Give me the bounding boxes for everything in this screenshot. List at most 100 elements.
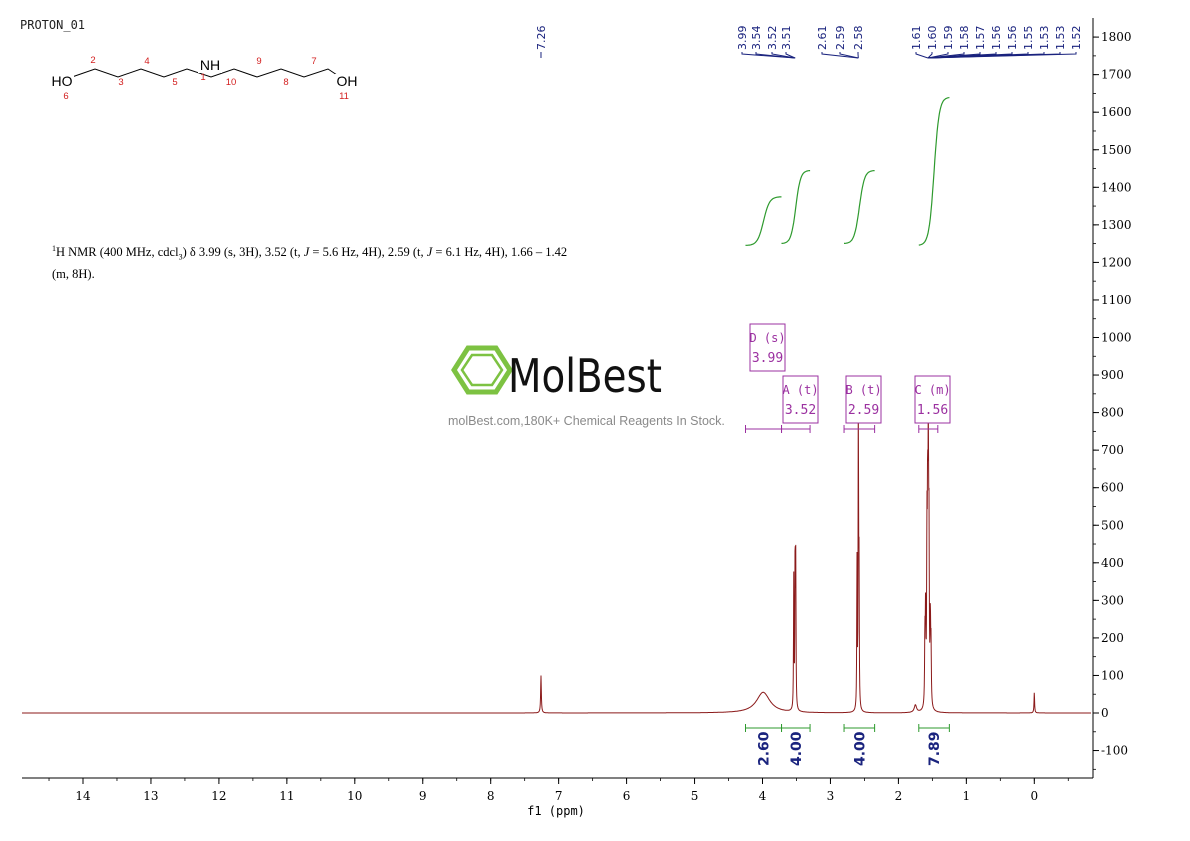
peak-label-leader — [821, 52, 859, 59]
peak-label-leader — [915, 52, 929, 59]
y-tick-label: 1200 — [1101, 255, 1132, 269]
x-tick-label: 12 — [211, 789, 226, 803]
atom-number: 9 — [256, 56, 261, 67]
peak-label: 2.58 — [852, 26, 865, 51]
y-tick-label: 1800 — [1101, 30, 1132, 44]
atom-number: 1 — [200, 72, 205, 83]
multiplet-box — [845, 375, 882, 424]
molecule-structure: HO 6 2 3 4 5 NH1 10 9 8 7 OH 11 — [50, 55, 359, 102]
x-tick-label: 8 — [487, 789, 495, 803]
peak-label: 1.57 — [974, 26, 987, 51]
y-tick-label: 600 — [1101, 481, 1124, 495]
x-tick-label: 7 — [555, 789, 563, 803]
brand-tagline: molBest.com,180K+ Chemical Reagents In S… — [448, 414, 725, 428]
brand-logo: MolBest — [451, 345, 662, 403]
integral-curve — [918, 96, 950, 246]
multiplet-shift: 3.99 — [752, 351, 783, 366]
x-tick-label: 0 — [1030, 789, 1038, 803]
peak-label: 3.99 — [736, 26, 749, 51]
peak-label-leader — [927, 52, 933, 59]
atom-symbol: OH — [337, 73, 358, 89]
x-tick-label: 10 — [347, 789, 362, 803]
peak-label: 1.53 — [1054, 26, 1067, 51]
peak-label: 3.51 — [780, 26, 793, 51]
multiplet-shift: 1.56 — [917, 403, 948, 418]
peak-label-leader — [771, 52, 796, 59]
peak-label: 1.58 — [958, 26, 971, 51]
multiplet-box — [749, 323, 786, 372]
y-tick-label: 300 — [1101, 593, 1124, 607]
x-tick-label: 3 — [827, 789, 835, 803]
peak-label-leader — [785, 52, 796, 59]
atom-number: 6 — [63, 91, 68, 102]
benzene-logo-icon — [451, 345, 513, 395]
y-tick-label: 1600 — [1101, 105, 1132, 119]
summary-superscript: 1 — [52, 244, 56, 253]
brand-name: MolBest — [508, 349, 662, 403]
multiplet-letter: A (t) — [782, 383, 818, 397]
peak-label: 2.59 — [834, 26, 847, 51]
y-tick-label: 1000 — [1101, 331, 1132, 345]
multiplet-letter: B (t) — [845, 383, 881, 397]
x-axis-label: f1 (ppm) — [527, 804, 585, 818]
x-tick-label: 6 — [623, 789, 631, 803]
summary-line-2: (m, 8H). — [52, 266, 95, 281]
peak-label: 1.55 — [1022, 26, 1035, 51]
summary-j-2: J — [426, 245, 433, 260]
x-tick-label: 13 — [143, 789, 158, 803]
y-tick-label: 0 — [1101, 706, 1109, 720]
y-tick-label: 200 — [1101, 631, 1124, 645]
peak-label: 1.52 — [1070, 26, 1083, 51]
summary-part-c: = 5.6 Hz, 4H), 2.59 (t, — [309, 245, 427, 260]
peak-label-leader — [839, 52, 859, 59]
peak-label: 1.59 — [942, 26, 955, 51]
y-tick-label: 1500 — [1101, 143, 1132, 157]
peak-label-leader — [927, 52, 1077, 59]
peak-label: 1.60 — [926, 26, 939, 51]
peak-label: 1.56 — [990, 26, 1003, 51]
atom-number: 7 — [311, 56, 316, 67]
atom-number: 10 — [226, 77, 237, 88]
peak-label-leader — [755, 52, 796, 59]
integral-curve — [844, 170, 875, 244]
atom-symbol: HO — [52, 73, 73, 89]
atom-number: 2 — [90, 55, 95, 66]
x-tick-label: 1 — [963, 789, 971, 803]
x-tick-label: 2 — [895, 789, 903, 803]
summary-j-1: J — [303, 245, 310, 260]
peak-label: 1.61 — [910, 26, 923, 51]
spectrum-label: PROTON_01 — [20, 18, 86, 32]
peak-label: 3.52 — [766, 26, 779, 51]
y-tick-label: 900 — [1101, 368, 1124, 382]
atom-symbol: NH — [200, 57, 220, 73]
y-tick-label: 1300 — [1101, 218, 1132, 232]
summary-part-a: H NMR (400 MHz, cdcl — [56, 245, 179, 260]
multiplet-shift: 3.52 — [785, 403, 816, 418]
y-tick-label: 1400 — [1101, 180, 1132, 194]
multiplet-letter: D (s) — [749, 331, 785, 345]
x-tick-label: 5 — [691, 789, 699, 803]
integral-curve — [781, 170, 811, 244]
y-tick-label: 1100 — [1101, 293, 1132, 307]
multiplet-letter: C (m) — [914, 383, 950, 397]
atom-number: 3 — [118, 77, 123, 88]
peak-label: 7.26 — [535, 26, 548, 51]
y-tick-label: 100 — [1101, 668, 1124, 682]
x-tick-label: 11 — [279, 789, 294, 803]
integral-value: 2.60 — [757, 731, 773, 766]
summary-part-d: = 6.1 Hz, 4H), 1.66 – 1.42 — [432, 245, 568, 260]
y-tick-label: 500 — [1101, 518, 1124, 532]
peak-label: 2.61 — [816, 26, 829, 51]
summary-subscript: 3 — [178, 252, 183, 262]
x-tick-label: 9 — [419, 789, 427, 803]
integral-value: 4.00 — [789, 731, 805, 766]
peak-label: 1.56 — [1006, 26, 1019, 51]
atom-number: 5 — [172, 77, 177, 88]
summary-part-b: ) δ 3.99 (s, 3H), 3.52 (t, — [182, 245, 304, 260]
multiplet-box — [914, 375, 951, 424]
peak-label: 1.53 — [1038, 26, 1051, 51]
atom-number: 4 — [144, 56, 149, 67]
integral-value: 4.00 — [852, 731, 868, 766]
y-tick-label: 1700 — [1101, 68, 1132, 82]
